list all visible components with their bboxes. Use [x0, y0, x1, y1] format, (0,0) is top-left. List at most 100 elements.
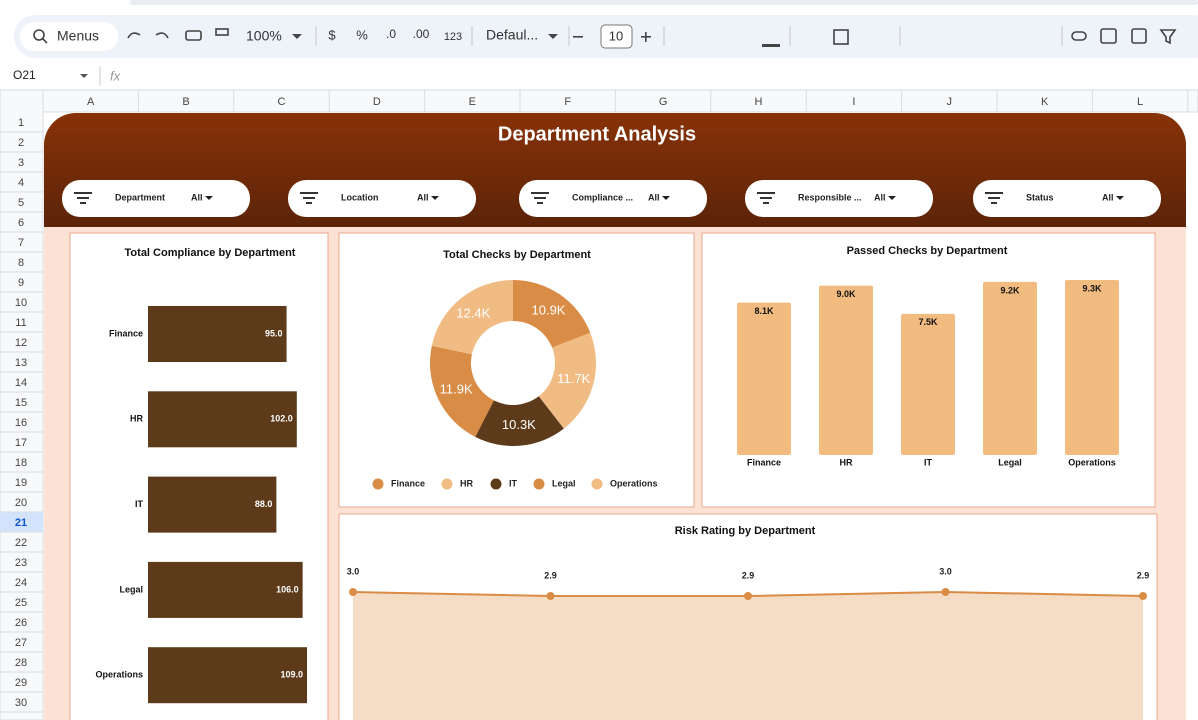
filter-label: Location	[341, 192, 379, 202]
value-label: 11.7K	[557, 371, 590, 386]
category-label: IT	[924, 457, 933, 467]
dashboard-title: Department Analysis	[498, 123, 696, 145]
column-header: K	[1041, 96, 1049, 108]
value-label: 88.0	[255, 499, 273, 509]
row-header: 30	[15, 697, 27, 709]
font-size[interactable]: 10	[609, 28, 623, 43]
row-header: 19	[15, 477, 27, 489]
filter-label: Status	[1026, 192, 1054, 202]
row-header: 11	[15, 317, 26, 329]
increase-decimal[interactable]: .00	[413, 27, 430, 41]
point	[547, 592, 555, 600]
decrease-decimal[interactable]: .0	[386, 27, 396, 41]
legend-label: Legal	[552, 478, 576, 488]
bar	[901, 314, 955, 455]
filter-icon	[306, 202, 312, 204]
row-header: 12	[15, 337, 27, 349]
filter-value: All	[874, 192, 886, 202]
zoom[interactable]: 100%	[246, 28, 282, 44]
category-label: Finance	[109, 328, 143, 338]
filter-icon	[300, 192, 318, 194]
category-label: Operations	[1068, 457, 1116, 467]
row-header: 8	[18, 257, 24, 269]
value-label: 2.9	[742, 570, 755, 580]
legend-label: Finance	[391, 478, 425, 488]
filter-label: Responsible ...	[798, 192, 862, 202]
percent-format[interactable]: %	[356, 27, 368, 42]
legend-marker	[373, 479, 384, 490]
point	[744, 592, 752, 600]
row-header: 7	[18, 237, 24, 249]
bar	[1065, 280, 1119, 455]
filter-icon	[74, 192, 92, 194]
column-header: C	[278, 96, 286, 108]
chart-title: Passed Checks by Department	[847, 245, 1008, 257]
point	[942, 588, 950, 596]
legend-marker	[534, 479, 545, 490]
filter-icon	[763, 202, 769, 204]
row-header: 9	[18, 277, 24, 289]
filter-label: Department	[115, 192, 165, 202]
column-header: I	[852, 96, 855, 108]
filter-pill[interactable]	[973, 180, 1161, 217]
area-fill	[353, 592, 1143, 720]
category-label: Finance	[747, 457, 781, 467]
row-header: 21	[15, 517, 27, 529]
filter-icon	[77, 197, 89, 199]
value-label: 8.1K	[754, 306, 774, 316]
value-label: 10.3K	[502, 417, 536, 432]
value-label: 3.0	[347, 566, 360, 576]
column-header: E	[469, 96, 476, 108]
row-header: 20	[15, 497, 27, 509]
filter-value: All	[191, 192, 203, 202]
font-family[interactable]: Defaul...	[486, 27, 538, 43]
row-header: 2	[18, 137, 24, 149]
row-header: 14	[15, 377, 27, 389]
row-header: 17	[15, 437, 27, 449]
column-header-bar	[0, 90, 1198, 112]
filter-icon	[988, 197, 1000, 199]
value-label: 95.0	[265, 328, 283, 338]
chart-title: Risk Rating by Department	[675, 525, 816, 537]
point	[349, 588, 357, 596]
minus-icon[interactable]	[573, 36, 583, 38]
value-label: 9.2K	[1000, 285, 1020, 295]
category-label: IT	[135, 499, 144, 509]
value-label: 102.0	[270, 414, 293, 424]
filter-label: Compliance ...	[572, 192, 633, 202]
row-header: 25	[15, 597, 27, 609]
search-label[interactable]: Menus	[57, 28, 99, 44]
column-header: A	[87, 96, 95, 108]
value-label: 7.5K	[918, 317, 938, 327]
browser-strip	[130, 0, 1198, 5]
value-label: 109.0	[280, 670, 303, 680]
point	[1139, 592, 1147, 600]
row-header: 1	[18, 117, 24, 129]
number-format[interactable]: 123	[444, 31, 462, 43]
filter-pill[interactable]	[288, 180, 476, 217]
row-header: 28	[15, 657, 27, 669]
row-header: 3	[18, 157, 24, 169]
currency-format[interactable]: $	[328, 27, 336, 42]
column-header: F	[564, 96, 571, 108]
value-label: 2.9	[1137, 570, 1150, 580]
legend-label: Operations	[610, 478, 658, 488]
category-label: HR	[840, 457, 853, 467]
filter-value: All	[648, 192, 660, 202]
legend-label: IT	[509, 478, 518, 488]
value-label: 106.0	[276, 584, 299, 594]
column-header: H	[755, 96, 763, 108]
category-label: Legal	[998, 457, 1022, 467]
plus-icon[interactable]	[645, 32, 647, 42]
text-color-bar	[762, 44, 780, 47]
bar	[737, 303, 791, 455]
legend-marker	[592, 479, 603, 490]
row-header: 26	[15, 617, 27, 629]
name-box[interactable]: O21	[13, 68, 36, 82]
filter-icon	[80, 202, 86, 204]
row-header: 27	[15, 637, 27, 649]
category-label: Legal	[119, 584, 143, 594]
row-header: 24	[15, 577, 27, 589]
column-header: D	[373, 96, 381, 108]
